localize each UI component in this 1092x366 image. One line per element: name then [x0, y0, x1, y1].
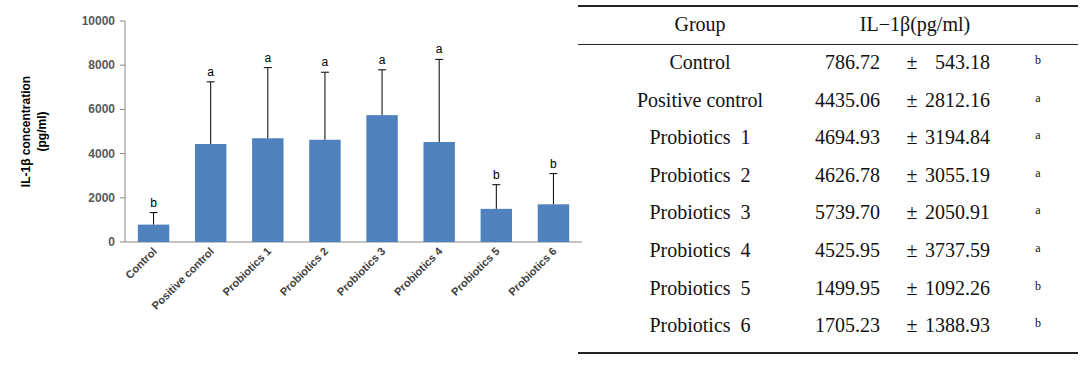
table-cell-pm: ±: [900, 239, 924, 262]
y-tick: [120, 197, 125, 198]
error-bar: [207, 82, 215, 144]
table-cell-letter: a: [1028, 128, 1048, 143]
page: 0 2000 4000 6000 8000 10000 IL-1β concentratio…: [0, 0, 1092, 366]
table-rule: [578, 352, 1078, 354]
y-tick: [120, 153, 125, 154]
table-cell-sd: 3737.59: [900, 239, 990, 262]
bar: [252, 138, 283, 242]
x-tick-label: Probiotics 3: [334, 245, 387, 298]
bar: [481, 209, 512, 242]
error-bar: [264, 68, 272, 139]
table-cell-sd: 1388.93: [900, 314, 990, 337]
error-bar: [549, 174, 557, 205]
table-cell-letter: b: [1028, 316, 1048, 331]
y-tick: [120, 109, 125, 110]
bar: [138, 225, 169, 242]
significance-letter: b: [550, 157, 557, 171]
table-cell-mean: 4626.78: [780, 164, 880, 187]
table-cell-mean: 4435.06: [780, 89, 880, 112]
y-tick-label: 8000: [88, 58, 115, 72]
y-axis-label: IL-1β concentration(pg/ml): [19, 76, 49, 187]
bar: [423, 142, 454, 242]
table-cell-mean: 4694.93: [780, 126, 880, 149]
y-tick-label: 6000: [88, 102, 115, 116]
y-tick-label: 10000: [82, 14, 116, 28]
y-tick: [120, 242, 125, 243]
table-cell-pm: ±: [900, 314, 924, 337]
y-axis-label-line: IL-1β concentration: [19, 76, 33, 187]
table-cell-letter: a: [1028, 241, 1048, 256]
table-cell-pm: ±: [900, 164, 924, 187]
bar: [538, 204, 569, 242]
y-tick-label: 4000: [88, 147, 115, 161]
table-cell-group: Probiotics 4: [590, 239, 810, 262]
table-cell-sd: 543.18: [900, 51, 990, 74]
x-tick-label: Probiotics 6: [506, 245, 559, 298]
y-tick-label: 0: [108, 235, 115, 249]
table-cell-group: Control: [590, 51, 810, 74]
y-axis-label-line: (pg/ml): [35, 112, 49, 152]
table-cell-mean: 1705.23: [780, 314, 880, 337]
table-cell-letter: a: [1028, 203, 1048, 218]
table-rule: [578, 44, 1078, 45]
significance-letter: a: [322, 55, 329, 69]
table-cell-letter: b: [1028, 279, 1048, 294]
significance-letter: a: [207, 65, 214, 79]
table-cell-mean: 1499.95: [780, 277, 880, 300]
table-cell-sd: 3055.19: [900, 164, 990, 187]
x-axis: [125, 242, 582, 243]
table-cell-group: Probiotics 2: [590, 164, 810, 187]
table-cell-letter: b: [1028, 53, 1048, 68]
error-bar: [492, 185, 500, 209]
bar: [309, 140, 340, 242]
table-cell-group: Probiotics 3: [590, 201, 810, 224]
table-header: Group: [590, 13, 810, 36]
table-cell-mean: 786.72: [780, 51, 880, 74]
error-bar: [321, 72, 329, 140]
table-cell-pm: ±: [900, 126, 924, 149]
significance-letter: a: [379, 53, 386, 67]
table-cell-group: Probiotics 1: [590, 126, 810, 149]
error-bar: [150, 213, 158, 225]
table-header: IL−1β(pg/ml): [800, 13, 1030, 36]
table-cell-group: Probiotics 6: [590, 314, 810, 337]
x-tick-label: Probiotics 2: [277, 245, 330, 298]
table-cell-pm: ±: [900, 51, 924, 74]
table-cell-sd: 2812.16: [900, 89, 990, 112]
table-cell-group: Probiotics 5: [590, 277, 810, 300]
table-cell-letter: a: [1028, 91, 1048, 106]
significance-letter: a: [264, 51, 271, 65]
table-rule: [578, 5, 1078, 7]
x-tick-label: Positive control: [149, 245, 216, 312]
table-cell-pm: ±: [900, 201, 924, 224]
x-tick-label: Probiotics 1: [220, 245, 273, 298]
table-cell-sd: 2050.91: [900, 201, 990, 224]
significance-letter: b: [150, 196, 157, 210]
x-tick-label: Control: [123, 245, 159, 281]
table-cell-mean: 4525.95: [780, 239, 880, 262]
table-cell-sd: 3194.84: [900, 126, 990, 149]
plot-marks: [138, 59, 569, 242]
y-tick: [120, 21, 125, 22]
chart: 0 2000 4000 6000 8000 10000 IL-1β concentratio…: [0, 0, 590, 366]
error-bar: [435, 59, 443, 142]
bar: [195, 144, 226, 242]
bar: [366, 115, 397, 242]
y-tick-label: 2000: [88, 191, 115, 205]
x-tick-label: Probiotics 5: [449, 245, 502, 298]
error-bar: [378, 70, 386, 115]
table-cell-pm: ±: [900, 89, 924, 112]
y-axis: [125, 21, 126, 242]
significance-letter: a: [436, 42, 443, 56]
table-cell-letter: a: [1028, 166, 1048, 181]
significance-letter: b: [493, 168, 500, 182]
y-tick: [120, 65, 125, 66]
table-cell-group: Positive control: [590, 89, 810, 112]
x-tick-label: Probiotics 4: [392, 244, 446, 298]
table-cell-mean: 5739.70: [780, 201, 880, 224]
table-cell-sd: 1092.26: [900, 277, 990, 300]
table-cell-pm: ±: [900, 277, 924, 300]
